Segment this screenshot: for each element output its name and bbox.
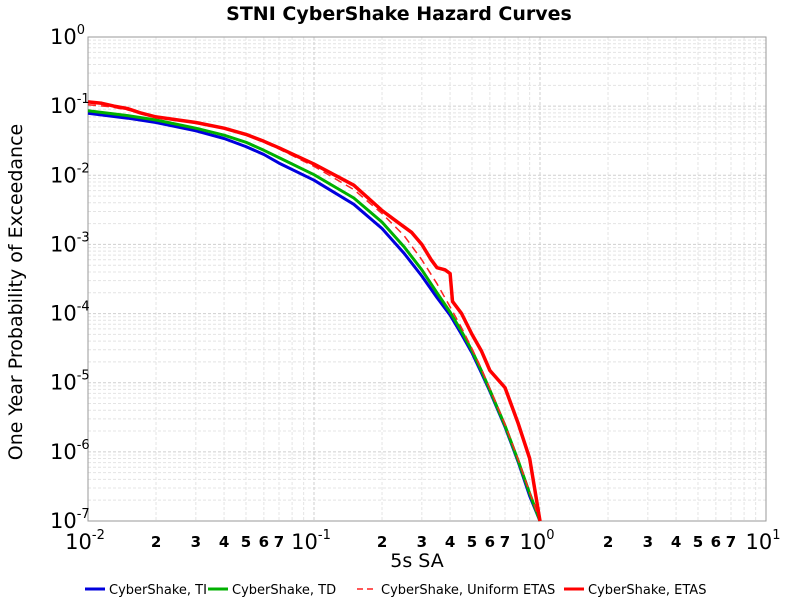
y-tick-base: 10 [50,302,77,326]
x-tick-base: 10 [291,530,318,554]
x-minor-tick-label: 4 [219,533,229,551]
y-tick-base: 10 [50,509,77,533]
x-tick-label: 100 [519,528,554,554]
x-tick-base: 10 [65,530,92,554]
x-minor-tick-label: 3 [191,533,201,551]
x-minor-tick-label: 7 [500,533,510,551]
y-tick-base: 10 [50,232,77,256]
x-minor-tick-label: 3 [417,533,427,551]
x-minor-tick-label: 7 [274,533,284,551]
y-tick-exponent: 0 [77,23,85,38]
x-minor-tick-label: 5 [693,533,703,551]
x-tick-exponent: -1 [318,528,331,543]
x-minor-tick-label: 3 [643,533,653,551]
legend-label: CyberShake, ETAS [588,583,706,598]
x-minor-tick-label: 6 [711,533,721,551]
y-tick-exponent: -5 [77,369,90,384]
x-tick-base: 10 [519,530,546,554]
x-minor-tick-label: 6 [485,533,495,551]
y-tick-exponent: -7 [77,507,90,522]
series-layer [87,100,542,522]
minor-gridlines [88,37,766,521]
x-minor-tick-label: 6 [259,533,269,551]
x-minor-tick-label: 4 [445,533,455,551]
y-tick-base: 10 [50,371,77,395]
y-tick-label: 10-2 [50,161,90,187]
x-minor-tick-label: 5 [467,533,477,551]
y-axis-label: One Year Probability of Exceedance [5,124,27,460]
y-tick-base: 10 [50,25,77,49]
y-tick-exponent: -6 [77,438,90,453]
x-minor-tick-label: 2 [377,533,387,551]
y-tick-base: 10 [50,163,77,187]
x-minor-tick-label: 2 [603,533,613,551]
x-tick-label: 10-2 [65,528,105,554]
y-tick-exponent: -3 [77,230,90,245]
plot-area-border [87,36,767,522]
y-tick-base: 10 [50,440,77,464]
x-tick-exponent: 0 [546,528,554,543]
y-tick-exponent: -2 [77,161,90,176]
y-tick-label: 10-3 [50,230,90,256]
chart-title: STNI CyberShake Hazard Curves [226,3,572,25]
y-tick-exponent: -4 [77,300,90,315]
x-minor-tick-label: 7 [726,533,736,551]
series-line-cybershake-etas [87,100,542,522]
x-tick-exponent: -2 [92,528,105,543]
x-tick-exponent: 1 [772,528,780,543]
legend-label: CyberShake, TI [109,583,207,598]
y-tick-base: 10 [50,94,77,118]
legend-label: CyberShake, Uniform ETAS [381,583,555,598]
y-tick-label: 10-1 [50,92,90,118]
y-tick-label: 10-4 [50,300,90,326]
x-tick-base: 10 [745,530,772,554]
x-axis-label: 5s SA [390,550,443,572]
x-minor-tick-label: 5 [241,533,251,551]
y-tick-label: 10-7 [50,507,90,533]
y-tick-exponent: -1 [77,92,90,107]
x-minor-tick-label: 2 [151,533,161,551]
y-tick-label: 100 [50,23,85,49]
y-tick-label: 10-5 [50,369,90,395]
legend: CyberShake, TI CyberShake, TD CyberShake, … [85,583,706,598]
x-minor-tick-label: 4 [671,533,681,551]
x-tick-label: 10-1 [291,528,331,554]
x-tick-label: 101 [745,528,780,554]
y-tick-label: 10-6 [50,438,90,464]
legend-label: CyberShake, TD [232,583,336,598]
